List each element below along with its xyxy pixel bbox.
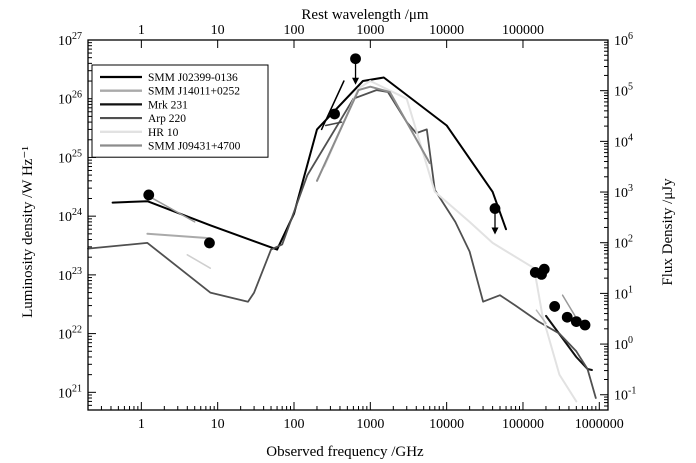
- legend-label-mrk-231: Mrk 231: [148, 99, 188, 111]
- bottom-tick-label: 1: [138, 417, 145, 432]
- series-line-hr-10: [323, 80, 578, 403]
- legend-label-smm-j14011-0252: SMM J14011+0252: [148, 86, 240, 98]
- left-tick-label: 1022: [58, 325, 82, 343]
- data-point-4: [489, 203, 501, 214]
- left-tick-label: 1027: [58, 31, 82, 49]
- fit-segment-4: [561, 294, 576, 317]
- data-point-1: [204, 237, 215, 249]
- legend-label-smm-j02399-0136: SMM J02399-0136: [148, 72, 238, 84]
- bottom-tick-label: 10000: [429, 417, 464, 432]
- marker-layer: [143, 53, 591, 331]
- bottom-tick-label: 100: [284, 417, 305, 432]
- legend-label-hr-10: HR 10: [148, 127, 179, 139]
- right-tick-label: 103: [614, 183, 633, 201]
- top-tick-label: 100000: [502, 23, 544, 38]
- top-tick-label: 10000: [429, 23, 464, 38]
- right-tick-label: 102: [614, 234, 633, 252]
- right-tick-label: 106: [614, 31, 633, 49]
- top-tick-label: 1000: [356, 23, 384, 38]
- legend-label-smm-j09431-4700: SMM J09431+4700: [148, 141, 241, 153]
- data-point-11: [579, 319, 591, 331]
- fit-segment-2: [143, 193, 196, 223]
- series-line-smm-j14011-0252: [146, 232, 212, 240]
- fit-segment-0: [320, 80, 345, 131]
- data-point-0: [143, 189, 155, 201]
- left-tick-label: 1026: [58, 90, 82, 108]
- data-point-2: [329, 108, 340, 120]
- top-tick-label: 100: [284, 23, 305, 38]
- top-tick-label: 1: [138, 23, 145, 38]
- bottom-tick-label: 1000: [356, 417, 384, 432]
- upper-limit-arrowhead-3: [352, 77, 360, 85]
- data-point-10: [570, 316, 582, 328]
- right-tick-label: 100: [614, 335, 633, 353]
- tick-layer: 1 10 100 1000 10000 100000 1000000 100000 10000 1…: [58, 23, 636, 432]
- fit-segment-5: [535, 309, 547, 325]
- left-tick-label: 1021: [58, 383, 82, 401]
- series-layer: [87, 76, 597, 403]
- bottom-axis-title: Observed frequency /GHz: [266, 444, 424, 460]
- left-tick-label: 1023: [58, 266, 82, 284]
- left-tick-label: 1024: [58, 207, 82, 225]
- left-tick-label: 1025: [58, 148, 82, 166]
- bottom-tick-label: 10: [211, 417, 225, 432]
- bottom-tick-label: 100000: [502, 417, 544, 432]
- top-axis-title: Rest wavelength /μm: [301, 7, 429, 23]
- fit-segment-1: [324, 121, 343, 127]
- data-point-8: [549, 301, 561, 312]
- right-tick-label: 105: [614, 82, 633, 100]
- right-tick-label: 101: [614, 284, 633, 302]
- right-axis-title: Flux Density /μJy: [660, 178, 676, 286]
- upper-limit-arrowhead-4: [491, 227, 499, 235]
- legend-label-arp-220: Arp 220: [148, 113, 186, 125]
- data-point-9: [561, 311, 573, 323]
- right-tick-label: 10-1: [614, 386, 636, 404]
- data-point-3: [350, 53, 361, 65]
- left-axis-title: Luminosity density /W Hz⁻¹: [20, 146, 36, 318]
- fit-segment-3: [186, 254, 212, 269]
- series-line-smm-j02399-0136: [111, 76, 507, 251]
- right-tick-label: 104: [614, 132, 633, 150]
- bottom-tick-label: 1000000: [575, 417, 624, 432]
- series-line-smm-j09431-4700: [316, 85, 431, 182]
- top-tick-label: 10: [211, 23, 225, 38]
- legend-box: [91, 64, 269, 158]
- data-point-7: [538, 263, 550, 275]
